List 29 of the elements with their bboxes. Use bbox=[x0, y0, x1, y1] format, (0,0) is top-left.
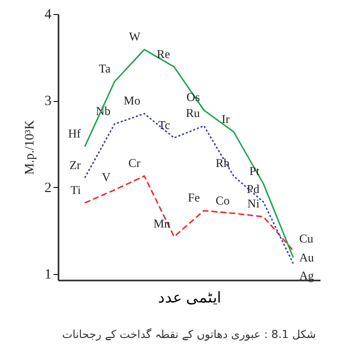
data-label: Zr bbox=[69, 158, 81, 172]
y-tick-label: 4 bbox=[44, 8, 52, 22]
data-label: Tc bbox=[158, 118, 170, 132]
data-label: Cr bbox=[128, 156, 140, 170]
data-label: Co bbox=[216, 193, 230, 208]
data-label: Pd bbox=[246, 182, 260, 196]
data-label: Ru bbox=[186, 106, 200, 120]
data-label: Re bbox=[156, 46, 170, 61]
y-tick-label: 1 bbox=[44, 267, 52, 282]
x-axis-title: ایٹمی عدد bbox=[158, 290, 221, 306]
data-label: Hf bbox=[68, 126, 81, 141]
y-axis-title: M.p./10³K bbox=[22, 120, 36, 175]
y-tick-label: 3 bbox=[44, 94, 52, 110]
data-label: Au bbox=[299, 250, 314, 264]
line-series bbox=[84, 175, 294, 252]
data-label: W bbox=[129, 30, 142, 44]
data-label: Cu bbox=[299, 232, 314, 246]
data-label: Mo bbox=[124, 94, 140, 108]
text: شکل 8.1 : عبوری دھاتوں کے نقطہ گداخت کے رجحانات bbox=[62, 328, 316, 341]
data-label: Fe bbox=[188, 190, 200, 205]
data-label: Mn bbox=[153, 216, 170, 231]
y-tick-label: 2 bbox=[44, 180, 52, 196]
data-label: Ta bbox=[98, 62, 112, 76]
data-label: V bbox=[102, 170, 111, 184]
line-series bbox=[84, 48, 294, 258]
data-label: Ir bbox=[222, 112, 230, 126]
data-label: Ti bbox=[70, 182, 82, 197]
data-label: Rh bbox=[216, 156, 230, 170]
data-label: Ni bbox=[247, 196, 260, 211]
